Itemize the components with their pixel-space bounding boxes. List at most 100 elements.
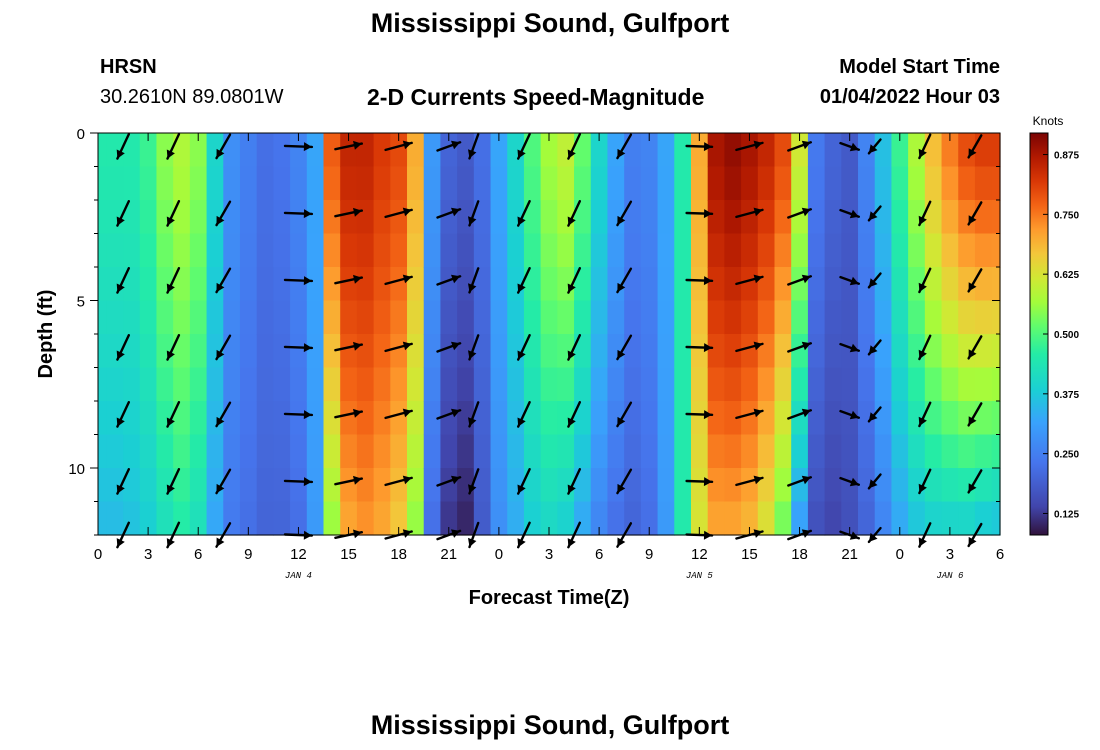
heatmap-cell [924, 166, 943, 201]
current-vector-arrow [839, 275, 860, 286]
heatmap-cell [674, 233, 692, 268]
heatmap-cell [290, 166, 308, 201]
heatmap-cell [306, 468, 325, 503]
heatmap-cell [239, 401, 258, 436]
heatmap-cell [373, 434, 391, 469]
heatmap-cell [323, 233, 341, 268]
current-vector-arrow [517, 468, 531, 495]
current-vector-arrow [215, 200, 232, 227]
heatmap-cell [473, 233, 492, 268]
heatmap-cell [774, 367, 792, 402]
heatmap-cell [306, 133, 325, 168]
heatmap-cell [640, 300, 659, 335]
heatmap-cell [958, 233, 976, 268]
heatmap-cell [891, 434, 909, 469]
heatmap-cell [156, 468, 174, 503]
heatmap-cell [490, 367, 508, 402]
heatmap-cell [273, 166, 291, 201]
heatmap-cell [423, 367, 442, 402]
heatmap-cell [557, 334, 575, 369]
heatmap-cell [607, 401, 625, 436]
heatmap-cell [807, 401, 826, 436]
heatmap-cell [223, 267, 241, 302]
heatmap-cell [974, 434, 993, 469]
heatmap-cell [98, 267, 107, 302]
heatmap-cell [707, 367, 725, 402]
heatmap-cell [256, 401, 274, 436]
current-vector-arrow [436, 408, 462, 420]
heatmap-cell [106, 401, 124, 436]
current-vector-arrow [334, 341, 363, 352]
heatmap-cell [941, 166, 959, 201]
heatmap-cell [607, 434, 625, 469]
current-vector-arrow [436, 207, 462, 219]
current-vector-arrow [384, 408, 413, 420]
heatmap-cell [98, 367, 107, 402]
heatmap-cell [690, 501, 709, 536]
colorbar-tick-label: 0.875 [1054, 151, 1079, 162]
heatmap-cell [507, 133, 525, 168]
heatmap-cell [356, 267, 375, 302]
heatmap-cell [824, 133, 842, 168]
current-vector-arrow [334, 274, 363, 285]
current-vector-arrow [867, 205, 882, 222]
heatmap-cell [173, 300, 191, 335]
heatmap-cell [590, 367, 609, 402]
heatmap-cell [173, 267, 191, 302]
heatmap-cell [106, 334, 124, 369]
heatmap-cell [106, 267, 124, 302]
heatmap-cell [390, 468, 408, 503]
heatmap-cell [657, 334, 675, 369]
heatmap-cell [908, 468, 926, 503]
current-vector-arrow [685, 530, 714, 540]
current-vector-arrow [468, 200, 480, 227]
heatmap-cell [490, 267, 508, 302]
heatmap-cell [624, 300, 642, 335]
heatmap-cell [791, 468, 809, 503]
heatmap-cell [507, 267, 525, 302]
heatmap-cell [540, 468, 558, 503]
heatmap-cell [223, 166, 241, 201]
heatmap-cell [306, 300, 325, 335]
heatmap-cell [356, 300, 375, 335]
heatmap-cell [724, 166, 742, 201]
heatmap-cell [106, 501, 124, 536]
heatmap-cell [707, 267, 725, 302]
heatmap-cell [523, 434, 542, 469]
heatmap-cell [106, 300, 124, 335]
x-tick-label: 18 [791, 546, 808, 563]
current-vector-arrow [867, 526, 882, 544]
heatmap-cell [523, 267, 542, 302]
current-vector-arrow [116, 199, 131, 227]
heatmap-cell [423, 300, 442, 335]
heatmap-cell [507, 200, 525, 235]
heatmap-cell [874, 501, 893, 536]
heatmap-cell [640, 334, 659, 369]
heatmap-cell [791, 334, 809, 369]
heatmap-cell [657, 166, 675, 201]
heatmap-cell [356, 501, 375, 536]
current-vector-arrow [839, 342, 860, 353]
heatmap-cell [774, 133, 792, 168]
x-tick-label: 9 [645, 546, 653, 563]
heatmap-cell [323, 401, 341, 436]
heatmap-cell [206, 133, 224, 168]
heatmap-cell [757, 334, 776, 369]
current-vector-arrow [616, 200, 633, 227]
current-vector-arrow [334, 408, 363, 419]
heatmap-cell [557, 468, 575, 503]
heatmap-cell [407, 166, 425, 201]
heatmap-cell [123, 233, 141, 268]
heatmap-cell [507, 434, 525, 469]
heatmap-cell [858, 468, 876, 503]
heatmap-cell [189, 133, 208, 168]
heatmap-cell [490, 434, 508, 469]
heatmap-cell [523, 300, 542, 335]
heatmap-cell [156, 267, 174, 302]
heatmap-cell [757, 501, 776, 536]
heatmap-cell [974, 367, 993, 402]
heatmap-cell [340, 501, 358, 536]
colorbar-tick-label: 0.750 [1054, 210, 1079, 221]
heatmap-cell [440, 166, 458, 201]
heatmap-cell [206, 434, 224, 469]
